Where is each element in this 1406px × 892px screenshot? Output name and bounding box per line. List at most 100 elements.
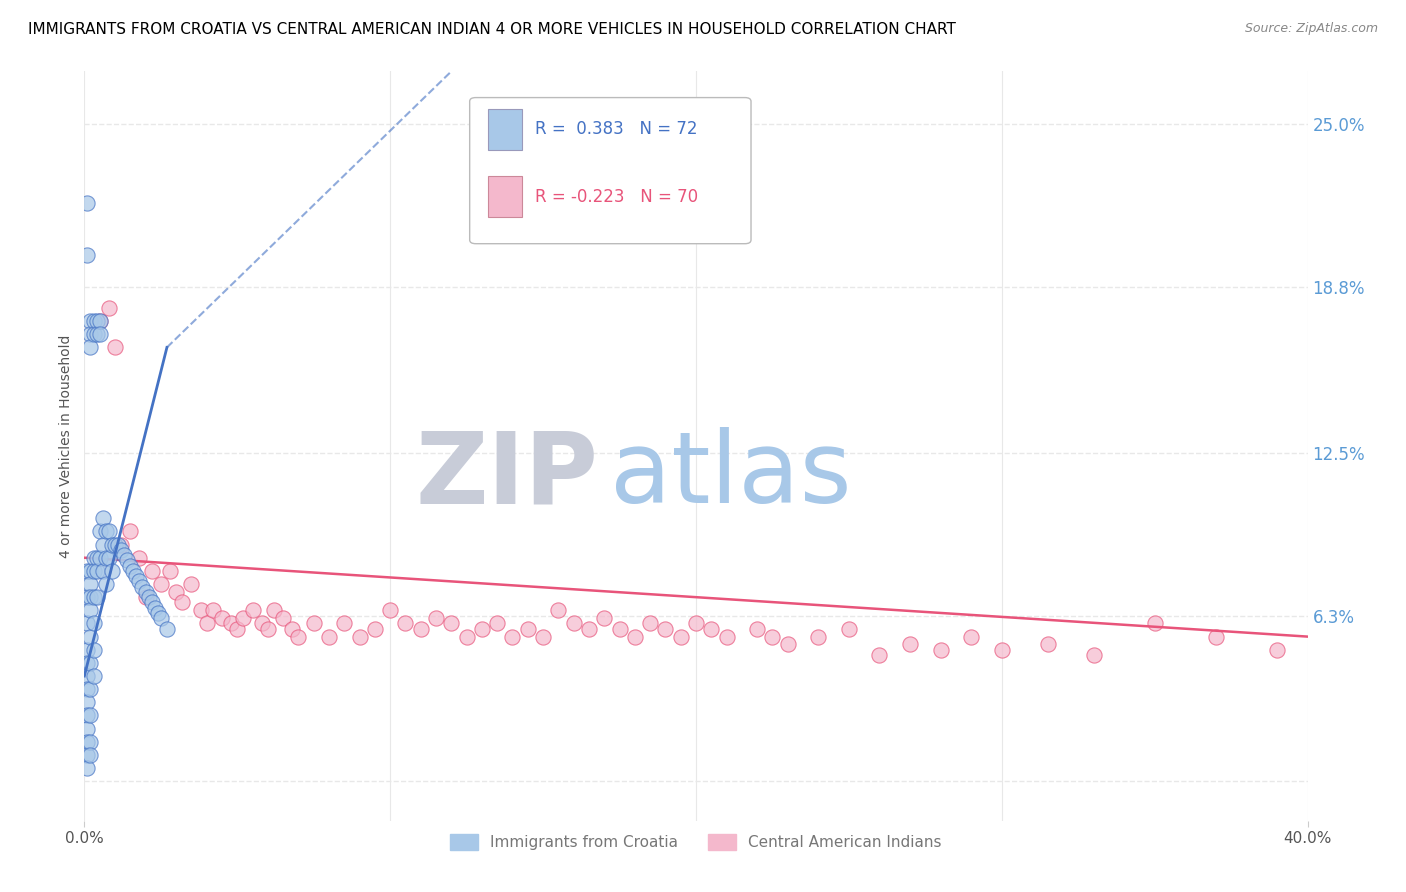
Point xyxy=(79,747,101,762)
Point xyxy=(960,630,983,644)
Point xyxy=(624,630,647,644)
Point xyxy=(146,606,169,620)
Point xyxy=(86,327,108,342)
Point xyxy=(425,611,447,625)
Point xyxy=(76,669,98,683)
Text: ZIP: ZIP xyxy=(415,427,598,524)
Point xyxy=(898,638,921,652)
Point xyxy=(471,622,494,636)
Point xyxy=(104,340,127,354)
Point xyxy=(76,747,98,762)
Point xyxy=(159,564,181,578)
FancyBboxPatch shape xyxy=(470,97,751,244)
Text: atlas: atlas xyxy=(610,427,852,524)
Point xyxy=(1205,630,1227,644)
Point xyxy=(79,564,101,578)
Point xyxy=(83,590,105,604)
Point xyxy=(440,616,463,631)
Point xyxy=(716,630,738,644)
Point xyxy=(135,590,157,604)
Point xyxy=(79,314,101,328)
Point xyxy=(578,622,600,636)
Point xyxy=(409,622,432,636)
Point xyxy=(638,616,661,631)
Point xyxy=(79,708,101,723)
Y-axis label: 4 or more Vehicles in Household: 4 or more Vehicles in Household xyxy=(59,334,73,558)
Point xyxy=(94,524,117,539)
Point xyxy=(180,577,202,591)
Point xyxy=(86,550,108,565)
Point xyxy=(115,553,138,567)
Point xyxy=(593,611,616,625)
Point xyxy=(838,622,860,636)
Point xyxy=(700,622,723,636)
Point xyxy=(685,616,707,631)
Point xyxy=(86,564,108,578)
Point xyxy=(97,301,120,315)
Point xyxy=(83,550,105,565)
Point xyxy=(211,611,233,625)
Point xyxy=(869,648,891,662)
Point xyxy=(89,314,111,328)
Point xyxy=(242,603,264,617)
Point xyxy=(201,603,224,617)
Point xyxy=(502,630,524,644)
FancyBboxPatch shape xyxy=(488,177,522,218)
Point xyxy=(141,595,163,609)
Text: Source: ZipAtlas.com: Source: ZipAtlas.com xyxy=(1244,22,1378,36)
Point xyxy=(562,616,585,631)
Point xyxy=(91,564,114,578)
Point xyxy=(271,611,294,625)
Point xyxy=(654,622,676,636)
Point xyxy=(79,577,101,591)
Point xyxy=(172,595,194,609)
Point xyxy=(364,622,387,636)
Point xyxy=(76,590,98,604)
Point xyxy=(94,550,117,565)
Point xyxy=(76,682,98,697)
Point xyxy=(669,630,692,644)
Point xyxy=(76,708,98,723)
Point xyxy=(79,656,101,670)
Point xyxy=(929,642,952,657)
Point xyxy=(76,761,98,775)
Point xyxy=(141,564,163,578)
Point xyxy=(761,630,783,644)
Text: IMMIGRANTS FROM CROATIA VS CENTRAL AMERICAN INDIAN 4 OR MORE VEHICLES IN HOUSEHO: IMMIGRANTS FROM CROATIA VS CENTRAL AMERI… xyxy=(28,22,956,37)
Point xyxy=(318,630,340,644)
Point xyxy=(120,558,142,573)
Point xyxy=(83,616,105,631)
Point xyxy=(79,340,101,354)
Point xyxy=(302,616,325,631)
Point xyxy=(516,622,538,636)
Point xyxy=(128,550,150,565)
Point xyxy=(1036,638,1059,652)
Point xyxy=(91,511,114,525)
Point xyxy=(807,630,830,644)
Point xyxy=(83,327,105,342)
Point xyxy=(76,195,98,210)
Point xyxy=(79,327,101,342)
Point xyxy=(97,550,120,565)
Point xyxy=(226,622,249,636)
Point xyxy=(86,590,108,604)
Point xyxy=(122,564,145,578)
Point xyxy=(991,642,1014,657)
Point xyxy=(76,616,98,631)
Point xyxy=(135,585,157,599)
Point xyxy=(83,314,105,328)
Point xyxy=(349,630,371,644)
Point xyxy=(79,603,101,617)
Point xyxy=(257,622,280,636)
Point xyxy=(83,642,105,657)
Point xyxy=(76,656,98,670)
Point xyxy=(1083,648,1105,662)
Point xyxy=(76,248,98,262)
Point xyxy=(79,735,101,749)
Point xyxy=(79,590,101,604)
Point xyxy=(79,630,101,644)
Point xyxy=(89,550,111,565)
Point xyxy=(94,577,117,591)
Point xyxy=(190,603,212,617)
Point xyxy=(89,327,111,342)
